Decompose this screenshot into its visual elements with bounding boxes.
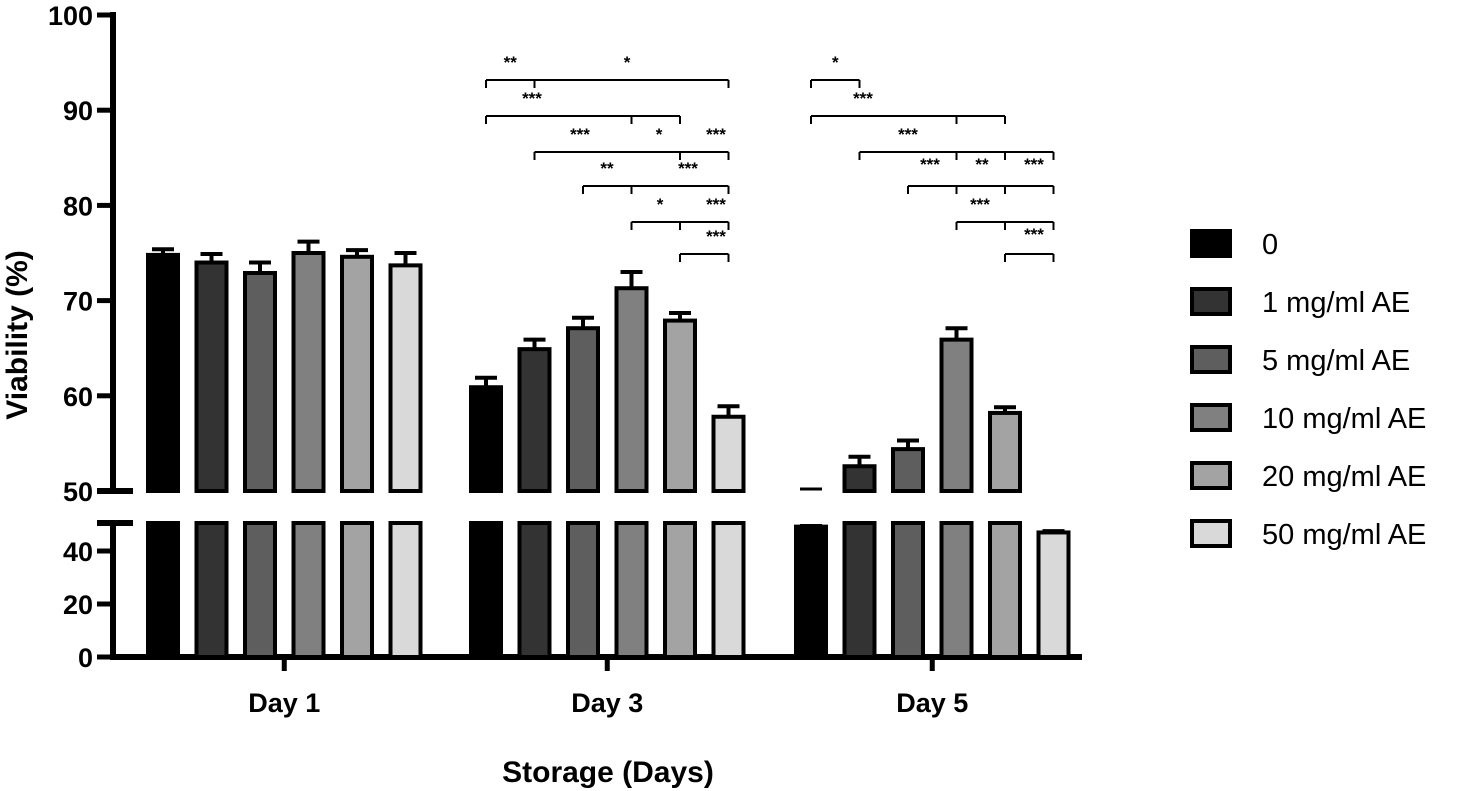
x-tick-label: Day 3 <box>571 688 643 718</box>
legend-swatch <box>1190 519 1232 548</box>
bar <box>663 318 697 494</box>
bar-lower <box>517 521 552 659</box>
significance-label: *** <box>706 125 726 144</box>
legend-swatch <box>1190 461 1232 490</box>
significance-label: *** <box>853 89 873 108</box>
legend-label: 50 mg/ml AE <box>1262 519 1426 551</box>
legend: 0 1 mg/ml AE 5 mg/ml AE 10 mg/ml AE 20 mg/ml… <box>1190 229 1426 551</box>
significance-label: *** <box>706 195 726 214</box>
significance-label: *** <box>570 125 590 144</box>
y-tick-label: 40 <box>63 537 93 567</box>
significance-label: * <box>832 53 839 72</box>
bar <box>842 464 877 493</box>
bar-lower <box>614 521 649 659</box>
bar-lower <box>663 521 697 659</box>
y-tick-label: 100 <box>48 1 93 31</box>
bar-lower <box>842 521 877 659</box>
bar-lower <box>939 521 974 659</box>
bar <box>566 326 600 494</box>
legend-swatch <box>1190 345 1232 374</box>
bar-lower <box>146 521 180 659</box>
y-axis-title: Viability (%) <box>1 250 34 419</box>
x-tick-label: Day 5 <box>896 688 968 718</box>
y-tick-label: 50 <box>63 477 93 507</box>
significance-label: ** <box>504 53 518 72</box>
significance-label: ** <box>600 159 614 178</box>
bar <box>146 252 180 493</box>
bar-lower <box>291 521 326 659</box>
bar <box>891 447 925 493</box>
significance-label: * <box>657 195 664 214</box>
significance-label: * <box>624 53 631 72</box>
y-tick-label: 20 <box>63 590 93 620</box>
bar <box>1036 530 1071 660</box>
legend-swatch <box>1190 287 1232 316</box>
bar <box>614 286 649 493</box>
bar-lower <box>711 521 746 659</box>
bar-lower <box>988 521 1022 659</box>
significance-label: *** <box>706 227 726 246</box>
bar <box>517 347 552 494</box>
bar <box>469 385 503 493</box>
bar <box>939 337 974 493</box>
x-axis-title: Storage (Days) <box>502 756 714 789</box>
bar-lower <box>340 521 374 659</box>
bars <box>146 239 1071 660</box>
bar <box>194 260 229 493</box>
y-tick-label: 0 <box>78 643 93 673</box>
y-tick-label: 80 <box>63 191 93 221</box>
significance-label: * <box>656 125 663 144</box>
bar <box>988 410 1022 494</box>
significance-label: *** <box>678 159 698 178</box>
significance-label: *** <box>970 195 990 214</box>
legend-label: 1 mg/ml AE <box>1262 287 1410 319</box>
significance-label: *** <box>1024 225 1044 244</box>
legend-swatch <box>1190 229 1232 258</box>
legend-label: 0 <box>1262 229 1278 261</box>
significance-label: *** <box>522 89 542 108</box>
bar <box>340 254 374 494</box>
bar <box>243 270 277 493</box>
legend-swatch <box>1190 403 1232 432</box>
significance-label: *** <box>898 125 918 144</box>
bar <box>711 414 746 493</box>
bar <box>388 263 423 493</box>
bar-lower <box>891 521 925 659</box>
y-tick-label: 70 <box>63 287 93 317</box>
bar-lower <box>194 521 229 659</box>
bar-lower <box>469 521 503 659</box>
significance-label: *** <box>1024 155 1044 174</box>
bar <box>794 524 828 659</box>
y-tick-label: 90 <box>63 96 93 126</box>
y-tick-label: 60 <box>63 382 93 412</box>
significance-label: ** <box>975 155 989 174</box>
significance-annotations: ** ******* * ***** **** **************** ** ***… <box>485 53 1055 262</box>
legend-label: 20 mg/ml AE <box>1262 461 1426 493</box>
bar-lower <box>566 521 600 659</box>
significance-label: *** <box>920 155 940 174</box>
bar-lower <box>243 521 277 659</box>
bar-lower <box>388 521 423 659</box>
x-tick-label: Day 1 <box>248 688 320 718</box>
legend-label: 10 mg/ml AE <box>1262 403 1426 435</box>
bar <box>291 251 326 493</box>
legend-label: 5 mg/ml AE <box>1262 345 1410 377</box>
